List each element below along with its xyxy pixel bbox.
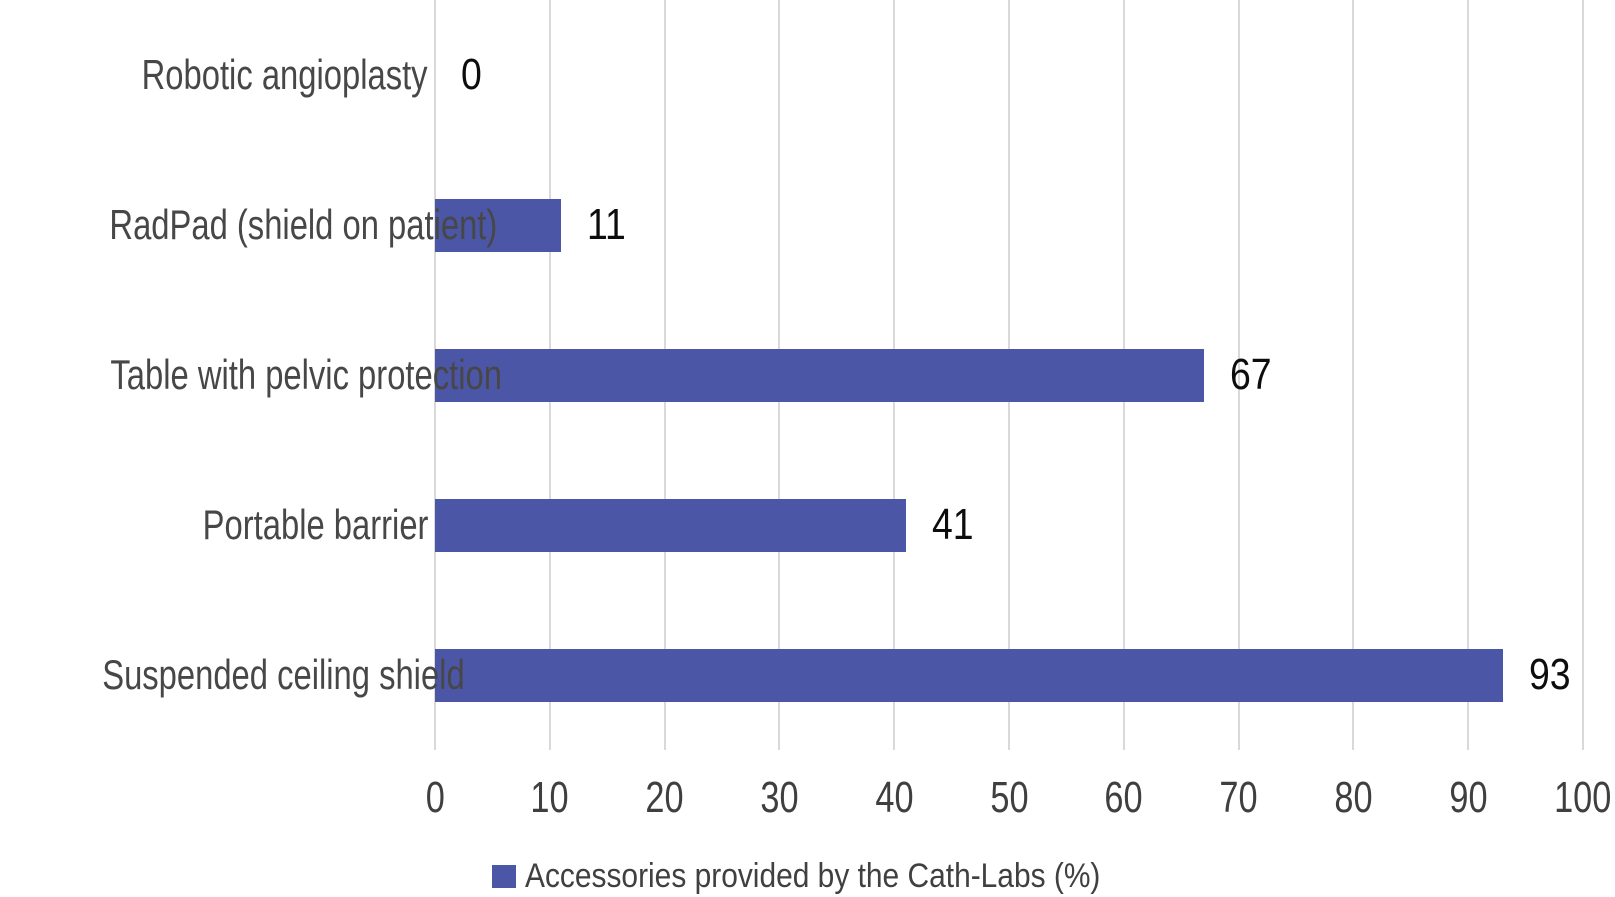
x-tick-label: 70 (1219, 773, 1258, 822)
x-tick-label: 0 (425, 773, 445, 822)
value-label: 0 (461, 50, 482, 99)
x-tick-label: 80 (1334, 773, 1373, 822)
value-label: 93 (1529, 650, 1571, 699)
category-label: Suspended ceiling shield (102, 651, 465, 698)
value-label: 11 (587, 200, 626, 249)
category-label: Robotic angioplasty (142, 51, 428, 98)
x-tick-label: 90 (1449, 773, 1488, 822)
legend-label: Accessories provided by the Cath-Labs (%… (524, 857, 1100, 895)
gridline (1352, 0, 1355, 750)
legend: Accessories provided by the Cath-Labs (%… (55, 857, 1615, 895)
x-tick-label: 50 (989, 773, 1029, 822)
gridline (1467, 0, 1470, 750)
category-label: Table with pelvic protection (110, 351, 502, 398)
bar (435, 349, 1204, 402)
x-tick-label: 30 (760, 773, 799, 822)
bar (435, 649, 1503, 702)
value-label: 41 (932, 500, 974, 549)
value-label: 67 (1230, 350, 1272, 399)
gridline (1237, 0, 1240, 750)
category-label: RadPad (shield on patient) (109, 201, 498, 248)
bar (435, 499, 906, 552)
x-tick-label: 60 (1104, 773, 1143, 822)
x-tick-label: 100 (1554, 773, 1612, 822)
x-tick-label: 20 (645, 773, 684, 822)
legend-marker-square-icon (491, 864, 516, 888)
x-tick-label: 10 (530, 773, 569, 822)
gridline (1582, 0, 1584, 750)
bar (435, 199, 561, 252)
category-label: Portable barrier (202, 501, 428, 548)
x-tick-label: 40 (875, 773, 914, 822)
